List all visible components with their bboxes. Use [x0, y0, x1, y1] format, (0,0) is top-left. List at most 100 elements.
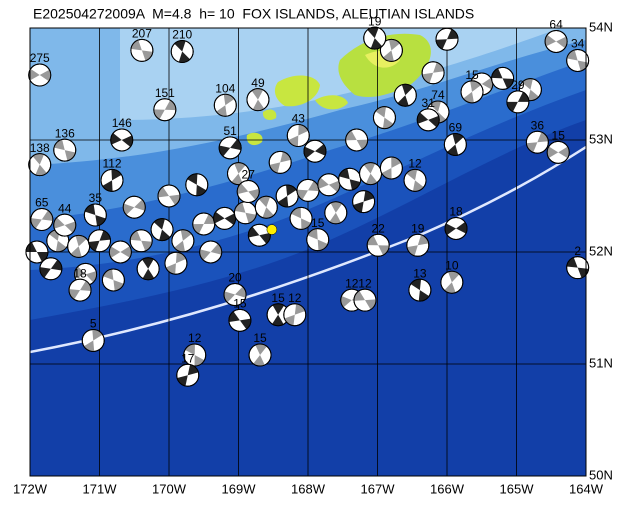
compression-quadrant	[74, 266, 86, 278]
beachball	[359, 162, 383, 186]
compression-quadrant	[109, 246, 121, 258]
compression-quadrant	[121, 135, 133, 147]
compression-quadrant	[444, 282, 456, 294]
beachball-outline	[53, 213, 77, 237]
compression-quadrant	[248, 226, 260, 238]
beachball	[129, 229, 153, 253]
compression-quadrant	[103, 269, 114, 280]
beachball	[171, 229, 195, 253]
depth-label: 151	[155, 86, 175, 100]
compression-quadrant	[32, 153, 45, 165]
beachball	[157, 184, 181, 208]
compression-quadrant	[456, 222, 468, 234]
depth-label: 18	[449, 205, 463, 219]
beachball	[233, 201, 257, 225]
beachball-outline	[403, 168, 427, 192]
depth-label: 104	[215, 81, 235, 95]
beachball-outline	[416, 108, 440, 132]
compression-quadrant	[199, 249, 211, 261]
compression-quadrant	[433, 62, 444, 73]
beachball	[353, 288, 377, 312]
beachball-outline	[39, 257, 63, 281]
depth-label: 29	[511, 78, 525, 92]
depth-label: 12	[358, 276, 372, 290]
lon-label: 168W	[291, 481, 326, 496]
beachball	[406, 233, 430, 257]
compression-quadrant	[526, 142, 538, 153]
compression-quadrant	[169, 194, 180, 206]
compression-quadrant	[234, 202, 246, 213]
depth-label: 210	[172, 28, 192, 42]
depth-label: 12	[188, 331, 202, 345]
lat-label: 50N	[589, 467, 613, 482]
frame	[29, 27, 587, 477]
compression-quadrant	[314, 144, 326, 156]
beachball-outline	[248, 343, 272, 367]
compression-quadrant	[258, 196, 271, 208]
compression-quadrant	[303, 146, 315, 159]
compression-quadrant	[388, 39, 400, 51]
beachball-outline	[525, 130, 549, 154]
lon-label: 166W	[430, 481, 465, 496]
compression-quadrant	[235, 286, 247, 298]
beachball-outline	[164, 251, 188, 275]
compression-quadrant	[566, 49, 578, 61]
beachball-outline	[286, 124, 310, 148]
beachball	[248, 343, 272, 367]
depth-label: 15	[233, 296, 247, 310]
depth-label: 19	[368, 14, 382, 28]
beachball-outline	[353, 288, 377, 312]
compression-quadrant	[401, 84, 414, 96]
beachball-outline	[68, 278, 92, 302]
lon-label: 165W	[500, 481, 535, 496]
beachball	[81, 328, 105, 352]
compression-quadrant	[537, 132, 549, 143]
compression-quadrant	[252, 99, 265, 111]
compression-quadrant	[378, 245, 390, 256]
beachball-outline	[518, 78, 542, 102]
beachball-outline	[460, 80, 484, 104]
compression-quadrant	[237, 183, 249, 195]
depth-label: 34	[571, 37, 585, 51]
beachball	[153, 98, 177, 122]
lat-label: 51N	[589, 355, 613, 370]
beachball	[122, 195, 146, 219]
depth-label: 112	[102, 156, 121, 170]
beachball-outline	[544, 29, 568, 53]
depth-label: 207	[132, 27, 152, 41]
compression-quadrant	[288, 135, 299, 147]
lon-label: 170W	[152, 481, 187, 496]
compression-quadrant	[142, 268, 155, 280]
compression-quadrant	[141, 240, 153, 252]
compression-quadrant	[382, 117, 394, 129]
compression-quadrant	[412, 180, 424, 192]
beachball-outline	[157, 184, 181, 208]
compression-quadrant	[448, 271, 460, 283]
beachball	[379, 38, 403, 62]
compression-quadrant	[349, 179, 361, 190]
title: E202504272009A M=4.8 h= 10 FOX ISLANDS, …	[33, 6, 474, 22]
compression-quadrant	[298, 124, 309, 136]
compression-quadrant	[216, 105, 227, 117]
beachball-outline	[372, 106, 396, 130]
compression-quadrant	[502, 78, 514, 89]
compression-quadrant	[245, 212, 257, 224]
beachball	[213, 93, 237, 117]
depth-label: 15	[271, 291, 285, 305]
compression-quadrant	[447, 29, 458, 40]
beachball-outline	[223, 283, 247, 307]
beachball	[136, 257, 160, 281]
beachball	[306, 228, 330, 252]
compression-quadrant	[192, 224, 204, 234]
beachball-outline	[254, 195, 278, 219]
lon-label: 169W	[222, 481, 257, 496]
beachball	[421, 61, 445, 85]
beachball	[546, 140, 570, 164]
beachball	[289, 206, 313, 230]
depth-label: 146	[112, 116, 132, 130]
beachball	[566, 48, 590, 72]
beachball	[25, 240, 49, 264]
depth-label: 12	[288, 291, 302, 305]
beachball-outline	[199, 240, 223, 264]
depth-label: 35	[89, 191, 103, 205]
